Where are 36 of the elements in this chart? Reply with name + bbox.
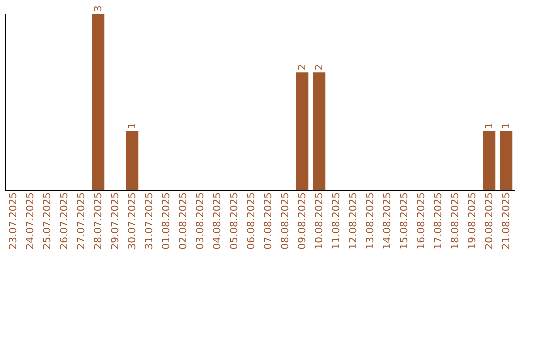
x-tick-label: 21.08.2025 [502,192,512,250]
x-tick-label: 05.08.2025 [230,192,240,250]
x-tick-label: 29.07.2025 [110,192,122,250]
x-tick-label: 18.08.2025 [450,192,462,250]
x-tick-label: 27.07.2025 [76,192,88,250]
x-tick-label: 13.08.2025 [366,192,376,250]
x-tick-label: 07.08.2025 [264,192,274,250]
x-tick-label: 23.07.2025 [8,192,20,250]
x-tick-label: 28.07.2025 [94,192,104,250]
data-label: 2 [314,64,326,71]
x-tick-label: 15.08.2025 [400,192,410,250]
x-tick-label: 06.08.2025 [246,192,258,250]
x-tick-label: 02.08.2025 [178,192,190,250]
x-tick-label: 26.07.2025 [60,192,70,250]
x-tick-label: 20.08.2025 [484,192,496,250]
x-tick-label: 16.08.2025 [416,192,428,250]
x-tick-label: 11.08.2025 [332,192,342,250]
x-tick-label: 17.08.2025 [434,192,444,250]
x-tick-label: 09.08.2025 [298,192,308,250]
x-tick-label: 08.08.2025 [280,192,292,250]
x-tick-label: 10.08.2025 [314,192,326,250]
data-label: 1 [502,122,512,130]
x-tick-label: 25.07.2025 [42,192,54,250]
x-tick-label: 12.08.2025 [348,192,360,250]
x-tick-label: 01.08.2025 [162,192,172,250]
x-tick-label: 31.07.2025 [144,192,156,250]
x-tick-label: 30.07.2025 [128,192,138,250]
data-label: 2 [298,64,308,71]
data-label: 1 [128,122,138,130]
x-tick-label: 19.08.2025 [468,192,478,250]
x-tick-label: 24.07.2025 [26,192,36,250]
data-label: 3 [94,6,104,12]
x-tick-label: 14.08.2025 [382,192,394,250]
x-tick-label: 04.08.2025 [212,192,224,250]
x-tick-label: 03.08.2025 [196,192,206,250]
data-label: 1 [484,122,496,130]
